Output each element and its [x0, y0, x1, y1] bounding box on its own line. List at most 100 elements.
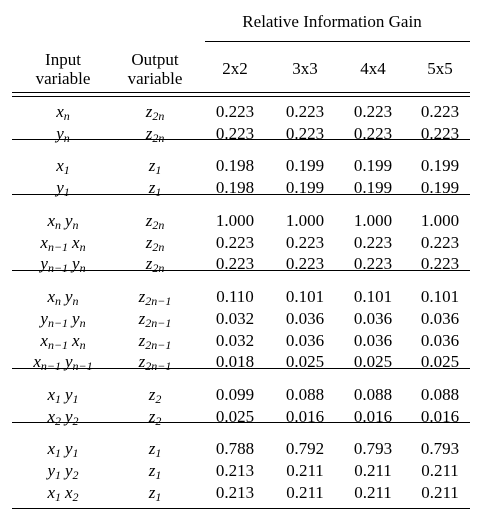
math-term: z2n — [146, 211, 165, 232]
math-sub: 1 — [63, 163, 70, 178]
input-variable: xn yn — [45, 211, 80, 231]
value-cell: 0.025 — [285, 352, 325, 372]
value-cell: 0.223 — [215, 232, 255, 252]
value-cell: 0.199 — [420, 178, 460, 198]
math-var: x — [47, 210, 55, 230]
math-term: xn−1 — [33, 352, 61, 372]
math-term: z2n−1 — [138, 308, 172, 330]
math-sub: n — [63, 130, 70, 145]
output-variable: z1 — [147, 156, 164, 176]
group-title: Relative Information Gain — [242, 12, 422, 31]
math-term: xn — [47, 287, 61, 307]
math-sub: 2n — [152, 217, 165, 232]
math-sub: 1 — [72, 392, 79, 406]
math-term: xn — [56, 102, 70, 122]
math-var: z — [138, 308, 146, 328]
value-cell: 0.223 — [285, 123, 325, 143]
value-cell: 0.211 — [286, 461, 324, 481]
input-variable: xn−1 xn — [38, 233, 87, 253]
math-sub: 1 — [155, 468, 162, 483]
value-cell: 0.036 — [420, 330, 460, 350]
math-sub: 1 — [55, 392, 61, 406]
math-var: y — [72, 308, 80, 328]
value-cell: 0.223 — [353, 232, 393, 252]
rule — [12, 139, 470, 141]
value-cell: 0.198 — [215, 156, 255, 176]
math-term: xn−1 — [40, 331, 68, 351]
output-variable: z1 — [147, 461, 164, 481]
math-var: y — [65, 287, 73, 306]
math-sub: 2n−1 — [145, 315, 172, 330]
output-variable: z2n — [144, 102, 167, 122]
math-term: x2 — [47, 406, 61, 427]
input-variable: y1 — [54, 178, 72, 198]
math-var: y — [56, 178, 64, 198]
math-term: z1 — [149, 483, 162, 503]
value-cell: 0.223 — [420, 232, 460, 252]
math-term: y1 — [56, 178, 70, 198]
math-var: x — [47, 385, 55, 404]
rule — [12, 269, 470, 271]
value-cell: 0.223 — [353, 102, 393, 121]
math-var: y — [65, 210, 73, 230]
math-var: z — [148, 156, 156, 176]
math-term: z2n — [146, 254, 165, 274]
math-var: x — [72, 232, 80, 252]
value-cell: 1.000 — [353, 210, 393, 230]
value-cell: 0.792 — [285, 439, 325, 459]
output-variable: z2n−1 — [137, 352, 174, 372]
math-var: y — [65, 461, 73, 481]
value-cell: 0.101 — [353, 287, 393, 306]
value-cell: 0.088 — [353, 385, 393, 404]
value-cell: 0.223 — [353, 254, 393, 274]
math-var: y — [65, 439, 73, 459]
math-term: z2n — [146, 233, 165, 254]
rule — [12, 193, 470, 195]
value-cell: 0.788 — [215, 439, 255, 459]
input-variable: xn — [54, 102, 72, 122]
math-term: x1 — [56, 156, 70, 178]
math-term: z2n — [146, 102, 165, 122]
math-var: x — [56, 102, 64, 121]
math-var: z — [138, 330, 146, 350]
math-var: z — [148, 406, 156, 426]
value-cell: 0.223 — [420, 254, 460, 274]
math-term: xn — [72, 232, 86, 253]
math-var: x — [47, 406, 55, 426]
math-term: xn — [72, 331, 86, 351]
math-var: x — [47, 287, 55, 306]
math-term: z1 — [149, 439, 162, 459]
column-header: Output variable — [127, 50, 183, 88]
math-term: xn−1 — [40, 233, 68, 253]
math-term: y2 — [65, 407, 79, 427]
math-sub: 1 — [55, 446, 61, 461]
value-cell: 0.088 — [285, 385, 325, 404]
math-term: z2n−1 — [139, 287, 172, 307]
value-cell: 0.032 — [215, 308, 255, 328]
output-variable: z2n — [144, 211, 167, 231]
math-var: z — [148, 385, 156, 404]
input-variable: yn−1 yn — [38, 309, 87, 329]
math-var: y — [40, 308, 48, 328]
input-variable: x1 y1 — [45, 439, 80, 459]
input-variable: xn yn — [45, 287, 80, 307]
math-sub: 1 — [155, 185, 162, 200]
value-cell: 0.211 — [354, 483, 392, 502]
math-term: yn — [65, 287, 79, 307]
output-variable: z2n — [144, 124, 167, 144]
value-cell: 0.016 — [420, 406, 460, 426]
value-cell: 0.223 — [215, 254, 255, 274]
value-cell: 0.032 — [215, 330, 255, 350]
math-term: yn−1 — [40, 254, 68, 274]
math-sub: 2n — [152, 239, 165, 254]
input-variable: yn−1 yn — [38, 254, 87, 274]
math-sub: 1 — [55, 468, 61, 483]
value-cell: 0.018 — [215, 352, 255, 372]
value-cell: 0.213 — [215, 483, 255, 502]
value-cell: 0.211 — [286, 483, 324, 502]
math-term: yn — [72, 308, 86, 329]
input-variable: xn−1 xn — [38, 331, 87, 351]
math-sub: 2n−1 — [145, 359, 172, 374]
value-cell: 0.016 — [285, 406, 325, 426]
